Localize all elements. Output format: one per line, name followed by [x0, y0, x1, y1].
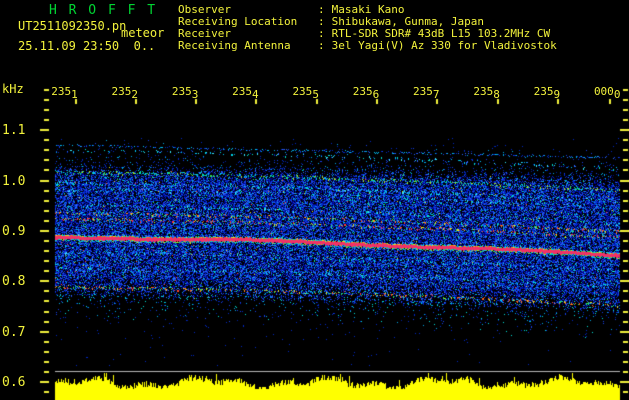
- freq-label: 1.1: [2, 123, 26, 139]
- time-label-main: 235: [533, 85, 554, 98]
- freq-unit-label: kHz: [2, 82, 24, 96]
- time-label-main: 235: [232, 85, 253, 98]
- time-label: 2353: [171, 85, 199, 101]
- freq-label: 0.6: [2, 375, 26, 391]
- time-label: 2354: [232, 85, 259, 101]
- time-label-main: 235: [352, 85, 373, 98]
- output-filename: UT2511092350.pn: [18, 19, 127, 33]
- time-label: 2359: [533, 85, 561, 101]
- info-colon: :: [318, 27, 325, 40]
- time-label-main: 235: [51, 85, 72, 98]
- info-value: Shibukawa, Gunma, Japan: [331, 15, 484, 28]
- info-value: RTL-SDR SDR# 43dB L15 103.2MHz CW: [331, 27, 551, 40]
- observation-name: meteor: [121, 26, 165, 40]
- info-label: Receiving Location: [178, 15, 298, 28]
- time-label-minute-digit: 7: [432, 88, 440, 101]
- station-info-row: Observer: Masaki Kano: [178, 4, 557, 16]
- time-label: 2356: [352, 85, 380, 101]
- time-label: 2352: [111, 85, 139, 101]
- time-label-minute-digit: 6: [372, 88, 380, 101]
- time-label: 2357: [413, 85, 440, 101]
- time-label: 2355: [292, 85, 319, 101]
- time-label-minute-digit: 8: [493, 88, 500, 101]
- time-label: 2358: [473, 85, 500, 101]
- time-label-main: 235: [171, 85, 192, 98]
- station-info: Observer: Masaki Kano Receiving Location: S…: [178, 4, 557, 52]
- time-label-minute-digit: 4: [252, 88, 259, 101]
- time-label-minute-digit: 2: [131, 88, 139, 101]
- time-label-main: 235: [473, 85, 494, 98]
- time-label: 0000: [593, 85, 621, 101]
- info-colon: :: [318, 3, 325, 16]
- time-label-main: 235: [292, 85, 313, 98]
- time-label-main: 235: [111, 85, 132, 98]
- time-label: 2351: [51, 85, 78, 101]
- info-colon: :: [318, 39, 325, 52]
- station-info-row: Receiving Location: Shibukawa, Gunma, Jap…: [178, 16, 557, 28]
- freq-label: 0.9: [2, 223, 26, 239]
- freq-label: 0.8: [2, 274, 26, 290]
- info-label: Receiver: [178, 27, 231, 40]
- time-label-minute-digit: 3: [191, 88, 199, 101]
- station-info-row: Receiving Antenna:3el Yagi(V) Az 330 for…: [178, 40, 557, 52]
- time-label-minute-digit: 5: [312, 88, 319, 101]
- time-label-minute-digit: 0: [613, 88, 621, 101]
- time-label-minute-digit: 9: [553, 88, 561, 101]
- info-value: 3el Yagi(V) Az 330 for Vladivostok: [331, 39, 557, 52]
- freq-label: 0.7: [2, 324, 26, 340]
- station-info-row: Receiver: RTL-SDR SDR# 43dB L15 103.2MHz …: [178, 28, 557, 40]
- info-label: Observer: [178, 3, 231, 16]
- time-label-main: 000: [593, 85, 614, 98]
- time-label-minute-digit: 1: [71, 88, 78, 101]
- info-value: Masaki Kano: [331, 3, 405, 16]
- time-label-main: 235: [413, 85, 433, 98]
- app-title: H R O F F T: [49, 3, 158, 18]
- info-label: Receiving Antenna: [178, 39, 291, 52]
- freq-label: 1.0: [2, 173, 26, 189]
- datetime-label: 25.11.09 23:50 0..: [18, 39, 156, 53]
- info-colon: :: [318, 15, 325, 28]
